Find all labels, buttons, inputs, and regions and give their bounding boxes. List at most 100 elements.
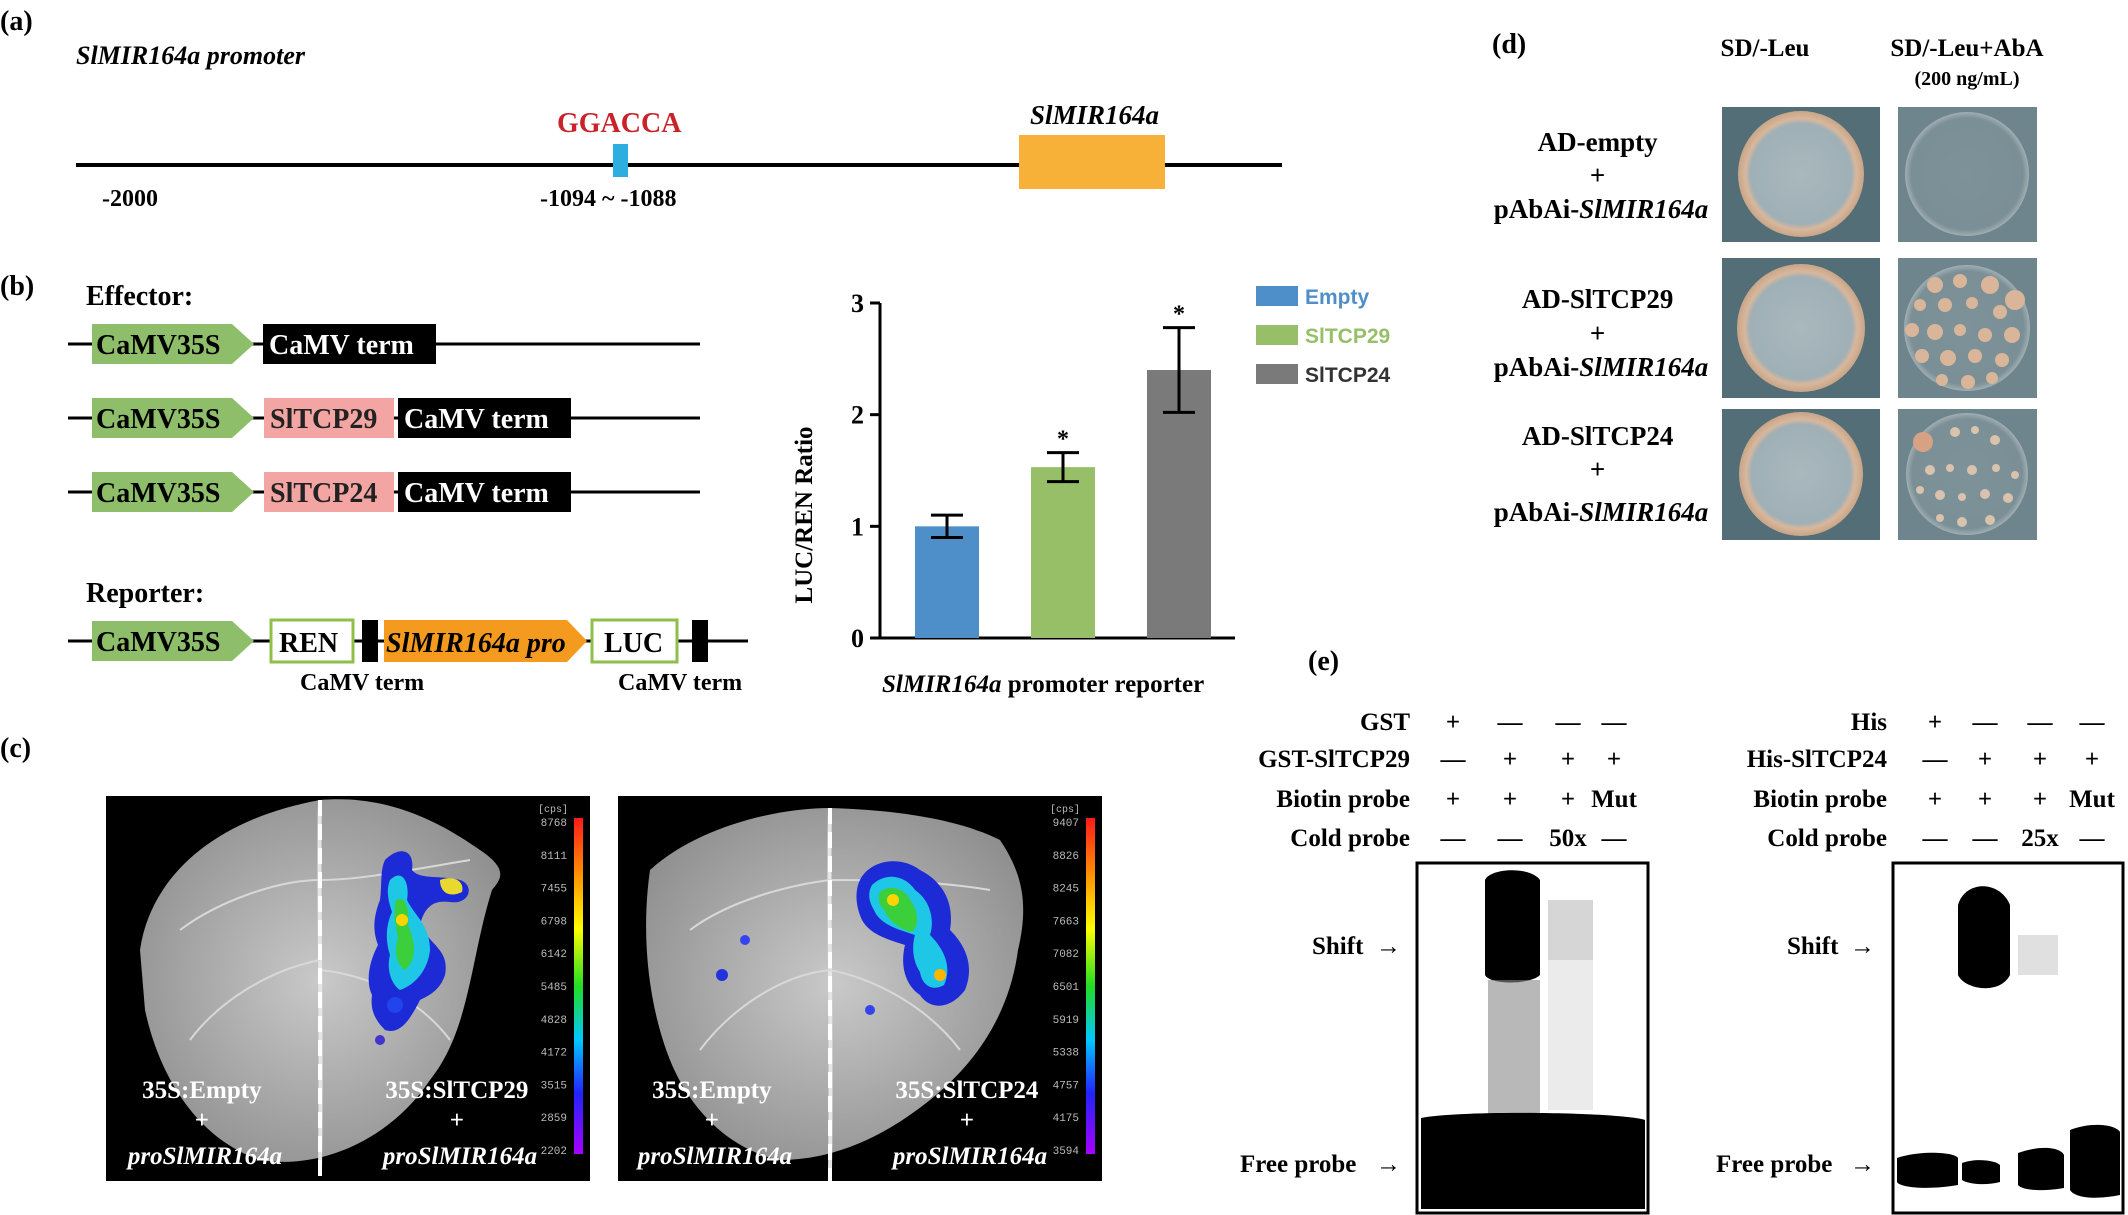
legend-label: SlTCP24 — [1305, 364, 1391, 387]
scale-tick-label: 4175 — [1053, 1113, 1079, 1125]
yeast-colonies — [1905, 274, 2025, 389]
promoter-arrow — [92, 621, 254, 661]
scale-tick-label: 5485 — [541, 982, 567, 994]
legend-label: Empty — [1305, 286, 1370, 309]
shift-arrow: → — [1850, 933, 1875, 960]
lane-marker: Mut — [2069, 786, 2116, 813]
emsa-his-sltcp24: His His-SlTCP24 Biotin probe Cold probe … — [1716, 709, 2125, 1215]
column-aba-concentration: (200 ng/mL) — [1915, 68, 2020, 90]
lane-marker: + — [2033, 786, 2047, 813]
effector-term-label: CaMV term — [269, 330, 414, 361]
promoter-start: -2000 — [102, 186, 158, 212]
scale-unit: [cps] — [538, 804, 568, 816]
lane-marker: + — [1978, 786, 1992, 813]
lane-marker: + — [1503, 786, 1517, 813]
terminator-box — [398, 398, 571, 438]
scale-tick-label: 8111 — [541, 851, 568, 863]
scale-tick-label: 7663 — [1053, 916, 1079, 928]
row-label: AD-SlTCP24 + pAbAi-SlMIR164a — [1494, 421, 1709, 527]
lane-marker: + — [1561, 786, 1575, 813]
scale-ticks: 8768 8111 7455 6798 6142 5485 4828 4172 3515 2859… — [541, 818, 568, 1158]
panel-b-label: (b) — [0, 271, 34, 302]
effector-construct-empty: CaMV35S CaMV term — [68, 324, 700, 364]
lane-marker: — — [1922, 746, 1949, 773]
scale-tick-label: 2859 — [541, 1113, 567, 1125]
effector-term-label: CaMV term — [404, 404, 549, 435]
ren-box — [269, 618, 355, 664]
panel-a-label: (a) — [0, 6, 33, 37]
lane-marker: + — [1446, 786, 1460, 813]
lane-markers: + — — — — + + + + + + Mut — — 50x — — [1440, 709, 1638, 852]
legend-swatch — [1256, 364, 1298, 384]
panel-d-label: (d) — [1492, 29, 1526, 60]
luc-box — [590, 618, 679, 664]
lane-marker: — — [2079, 709, 2106, 736]
emsa-row-label: Cold probe — [1767, 825, 1887, 852]
emsa-row-label: Biotin probe — [1753, 786, 1887, 813]
gel-bands — [1897, 886, 2120, 1198]
yeast-plate — [1739, 412, 1863, 536]
emsa-row-label: His-SlTCP24 — [1747, 746, 1888, 773]
effector-construct-sltcp24: CaMV35S SlTCP24 CaMV term — [68, 472, 700, 512]
terminator-box — [398, 472, 571, 512]
luc-label: LUC — [604, 628, 663, 659]
scale-tick-label: 7082 — [1053, 949, 1079, 961]
lane-marker: + — [1446, 709, 1460, 736]
leaf-right-label: 35S:SlTCP24 + proSlMIR164a — [891, 1077, 1047, 1170]
bar-empty — [915, 526, 979, 638]
lane-marker: + — [1607, 746, 1621, 773]
free-probe-label: Free probe — [1240, 1151, 1356, 1178]
scale-ticks: 9407 8826 8245 7663 7082 6501 5919 5338 4757 4175… — [1053, 818, 1080, 1158]
effector-cds-label: SlTCP24 — [270, 478, 377, 509]
significance-mark: * — [1057, 427, 1069, 453]
panel-e-label: (e) — [1308, 646, 1339, 677]
effector-term-label: CaMV term — [404, 478, 549, 509]
column-sd-leu-aba: SD/-Leu+AbA — [1890, 35, 2043, 62]
shift-label: Shift — [1312, 933, 1364, 960]
lane-marker: + — [2085, 746, 2099, 773]
reporter-promoter-arrow — [384, 620, 587, 662]
chart-ylabel: LUC/REN Ratio — [791, 426, 818, 603]
y1h-row-sltcp29: AD-SlTCP29 + pAbAi-SlMIR164a — [1494, 258, 2037, 398]
reporter-title: Reporter: — [86, 578, 204, 609]
lane-marker: + — [1928, 709, 1942, 736]
yeast-plate — [1738, 111, 1864, 237]
lane-marker: — — [1922, 825, 1949, 852]
free-probe-arrow: → — [1850, 1151, 1875, 1178]
bar-sltcp29 — [1031, 467, 1095, 638]
y1h-row-sltcp24: AD-SlTCP24 + pAbAi-SlMIR164a — [1494, 409, 2037, 540]
terminator-block-2 — [692, 620, 708, 662]
emsa-gst-sltcp29: GST GST-SlTCP29 Biotin probe Cold probe … — [1240, 709, 1650, 1215]
lane-marker: — — [2027, 709, 2054, 736]
emsa-row-label: Cold probe — [1290, 825, 1410, 852]
free-probe-label: Free probe — [1716, 1151, 1832, 1178]
emsa-row-label: Biotin probe — [1276, 786, 1410, 813]
lane-marker: — — [1440, 746, 1467, 773]
luciferase-image-sltcp24: [cps] 9407 8826 8245 7663 7082 6501 5919 5338 47… — [618, 796, 1102, 1181]
effector-promoter-label: CaMV35S — [96, 330, 220, 361]
gene-label: SlMIR164a — [1030, 100, 1159, 130]
emsa-row-label: GST — [1360, 709, 1410, 736]
effector-promoter-label: CaMV35S — [96, 478, 220, 509]
scale-tick-label: 6798 — [541, 916, 567, 928]
lane-marker: — — [1972, 825, 1999, 852]
scale-tick-label: 7455 — [541, 884, 567, 896]
chart-y-tick-label: 2 — [851, 401, 864, 430]
scale-tick-label: 8826 — [1053, 851, 1079, 863]
scale-tick-label: 2202 — [541, 1146, 567, 1158]
scale-unit: [cps] — [1050, 804, 1080, 816]
effector-construct-sltcp29: CaMV35S SlTCP29 CaMV term — [68, 398, 700, 438]
scale-tick-label: 8768 — [541, 818, 567, 830]
legend-label: SlTCP29 — [1305, 325, 1390, 348]
leaf-left-label: 35S:Empty + proSlMIR164a — [126, 1077, 282, 1170]
chart-y-tick-label: 1 — [851, 512, 864, 541]
effector-cds-label: SlTCP29 — [270, 404, 377, 435]
lane-marker: + — [2033, 746, 2047, 773]
lane-marker: — — [1440, 825, 1467, 852]
row-label: AD-SlTCP29 + pAbAi-SlMIR164a — [1494, 284, 1709, 382]
motif-label: GGACCA — [557, 108, 682, 139]
reporter-construct: CaMV35S REN SlMIR164a pro LUC CaMV term … — [68, 618, 748, 696]
luminescence-signal — [716, 861, 970, 1015]
lane-marker: Mut — [1591, 786, 1638, 813]
